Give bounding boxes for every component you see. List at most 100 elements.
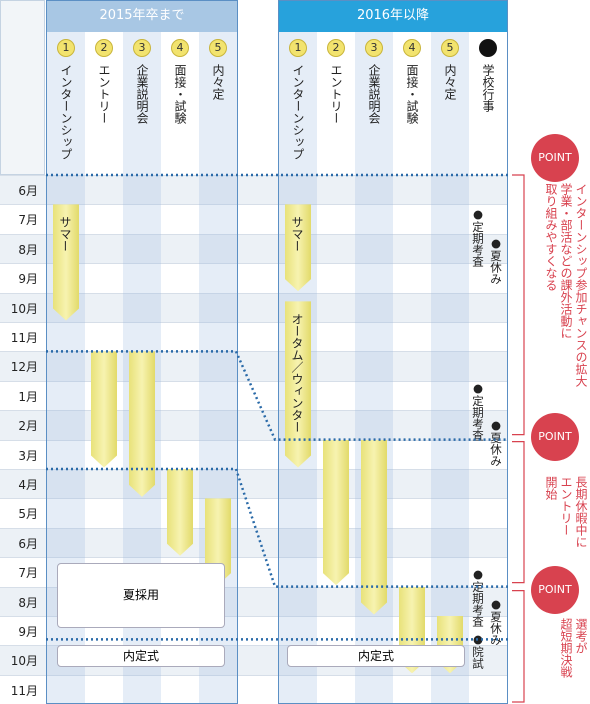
column-label: インターンシップ bbox=[59, 64, 73, 160]
column-label: エントリー bbox=[97, 64, 111, 124]
month-label: 8月 bbox=[18, 242, 38, 257]
column-label: 内々定 bbox=[443, 64, 457, 100]
month-label: 5月 bbox=[18, 507, 38, 522]
row-line bbox=[0, 439, 508, 441]
column-label: 企業説明会 bbox=[367, 64, 381, 124]
point-line: 取り組みやすくなる bbox=[544, 183, 558, 291]
row-bg bbox=[0, 674, 508, 704]
row-line bbox=[0, 616, 508, 617]
panel-title: 2016年以降 bbox=[278, 0, 508, 32]
row-line bbox=[0, 351, 508, 353]
row-bg bbox=[0, 292, 508, 322]
row-bg bbox=[0, 263, 508, 293]
month-label: 10月 bbox=[10, 654, 38, 669]
row-bg bbox=[0, 469, 508, 499]
row-line bbox=[0, 469, 508, 470]
column-number: 5 bbox=[209, 39, 227, 57]
column-label: インターンシップ bbox=[291, 64, 305, 160]
bar: オータム／ウィンター bbox=[285, 301, 311, 467]
month-label: 1月 bbox=[18, 389, 38, 404]
column-label: 内々定 bbox=[211, 64, 225, 100]
dotted-line bbox=[46, 467, 508, 588]
column-number: 4 bbox=[171, 39, 189, 57]
point-text: 長期休暇中に エントリー 開始 bbox=[543, 476, 588, 548]
column-shade bbox=[431, 32, 469, 704]
row-line bbox=[0, 263, 508, 265]
bracket bbox=[512, 441, 525, 584]
point-badge: POINT bbox=[531, 413, 579, 461]
bar: サマー bbox=[285, 204, 311, 291]
row-bg bbox=[0, 439, 508, 469]
point-badge: POINT bbox=[531, 134, 579, 182]
month-label: 11月 bbox=[10, 683, 38, 698]
column-number: 2 bbox=[327, 39, 345, 57]
row-line bbox=[0, 586, 508, 588]
bar bbox=[323, 440, 349, 586]
row-line bbox=[0, 204, 508, 206]
row-bg bbox=[0, 322, 508, 352]
box: 内定式 bbox=[57, 645, 225, 667]
row-bg bbox=[0, 351, 508, 381]
month-label: 7月 bbox=[18, 566, 38, 581]
row-line bbox=[0, 233, 508, 235]
bar bbox=[129, 351, 155, 497]
row-bg bbox=[0, 410, 508, 440]
bar bbox=[167, 469, 193, 556]
point-line: 長期休暇中に bbox=[574, 476, 588, 548]
column-number: 3 bbox=[133, 39, 151, 57]
box: 夏採用 bbox=[57, 563, 225, 628]
panel-title: 2015年卒まで bbox=[46, 0, 238, 32]
month-label: 2月 bbox=[18, 419, 38, 434]
bracket bbox=[512, 174, 525, 436]
month-label: 9月 bbox=[18, 625, 38, 639]
school-event: ●定期考査 bbox=[471, 567, 485, 627]
school-event: ●定期考査 bbox=[471, 381, 485, 441]
row-bg bbox=[0, 380, 508, 411]
point-line: エントリー bbox=[559, 476, 573, 536]
column-number: 1 bbox=[289, 39, 307, 57]
column-label: 企業説明会 bbox=[135, 64, 149, 124]
point-badge: POINT bbox=[531, 566, 579, 614]
school-event: ●夏休み bbox=[489, 597, 503, 646]
column-number: 1 bbox=[57, 39, 75, 57]
row-line bbox=[0, 527, 508, 529]
column-label: 学校行事 bbox=[481, 64, 495, 112]
point-text: インターンシップ参加チャンスの拡大 学業・部活などの課外活動に 取り組みやすくなる bbox=[543, 183, 588, 387]
month-label: 7月 bbox=[18, 213, 38, 228]
dotted-line bbox=[46, 350, 508, 441]
box: 内定式 bbox=[287, 645, 465, 667]
row-bg bbox=[0, 233, 508, 264]
point-text: 選考が 超短期決戦 bbox=[558, 618, 588, 678]
school-event: ●夏休み bbox=[489, 236, 503, 285]
point-line: インターンシップ参加チャンスの拡大 bbox=[574, 183, 588, 387]
column-number: 2 bbox=[95, 39, 113, 57]
point-line: 開始 bbox=[544, 476, 558, 500]
row-line bbox=[0, 674, 508, 676]
month-label: 6月 bbox=[18, 536, 38, 551]
month-label: 4月 bbox=[18, 478, 38, 492]
bracket bbox=[512, 589, 525, 703]
row-bg bbox=[0, 204, 508, 234]
month-header bbox=[0, 0, 45, 175]
month-label: 9月 bbox=[18, 272, 38, 287]
row-line bbox=[0, 645, 508, 647]
point-line: 学業・部活などの課外活動に bbox=[559, 183, 573, 339]
row-line bbox=[0, 410, 508, 412]
column-dot: ● bbox=[479, 39, 497, 57]
bar: サマー bbox=[53, 204, 79, 320]
column-number: 4 bbox=[403, 39, 421, 57]
column-number: 3 bbox=[365, 39, 383, 57]
row-line bbox=[0, 322, 508, 323]
school-event: ●夏休み bbox=[489, 418, 503, 467]
row-line bbox=[0, 498, 508, 500]
column-label: 面接・試験 bbox=[405, 64, 419, 124]
month-label: 8月 bbox=[18, 595, 38, 610]
row-bg bbox=[0, 527, 508, 558]
column-label: 面接・試験 bbox=[173, 64, 187, 124]
column-label: エントリー bbox=[329, 64, 343, 124]
row-line bbox=[0, 175, 508, 176]
row-line bbox=[0, 557, 508, 559]
month-label: 12月 bbox=[10, 360, 38, 375]
